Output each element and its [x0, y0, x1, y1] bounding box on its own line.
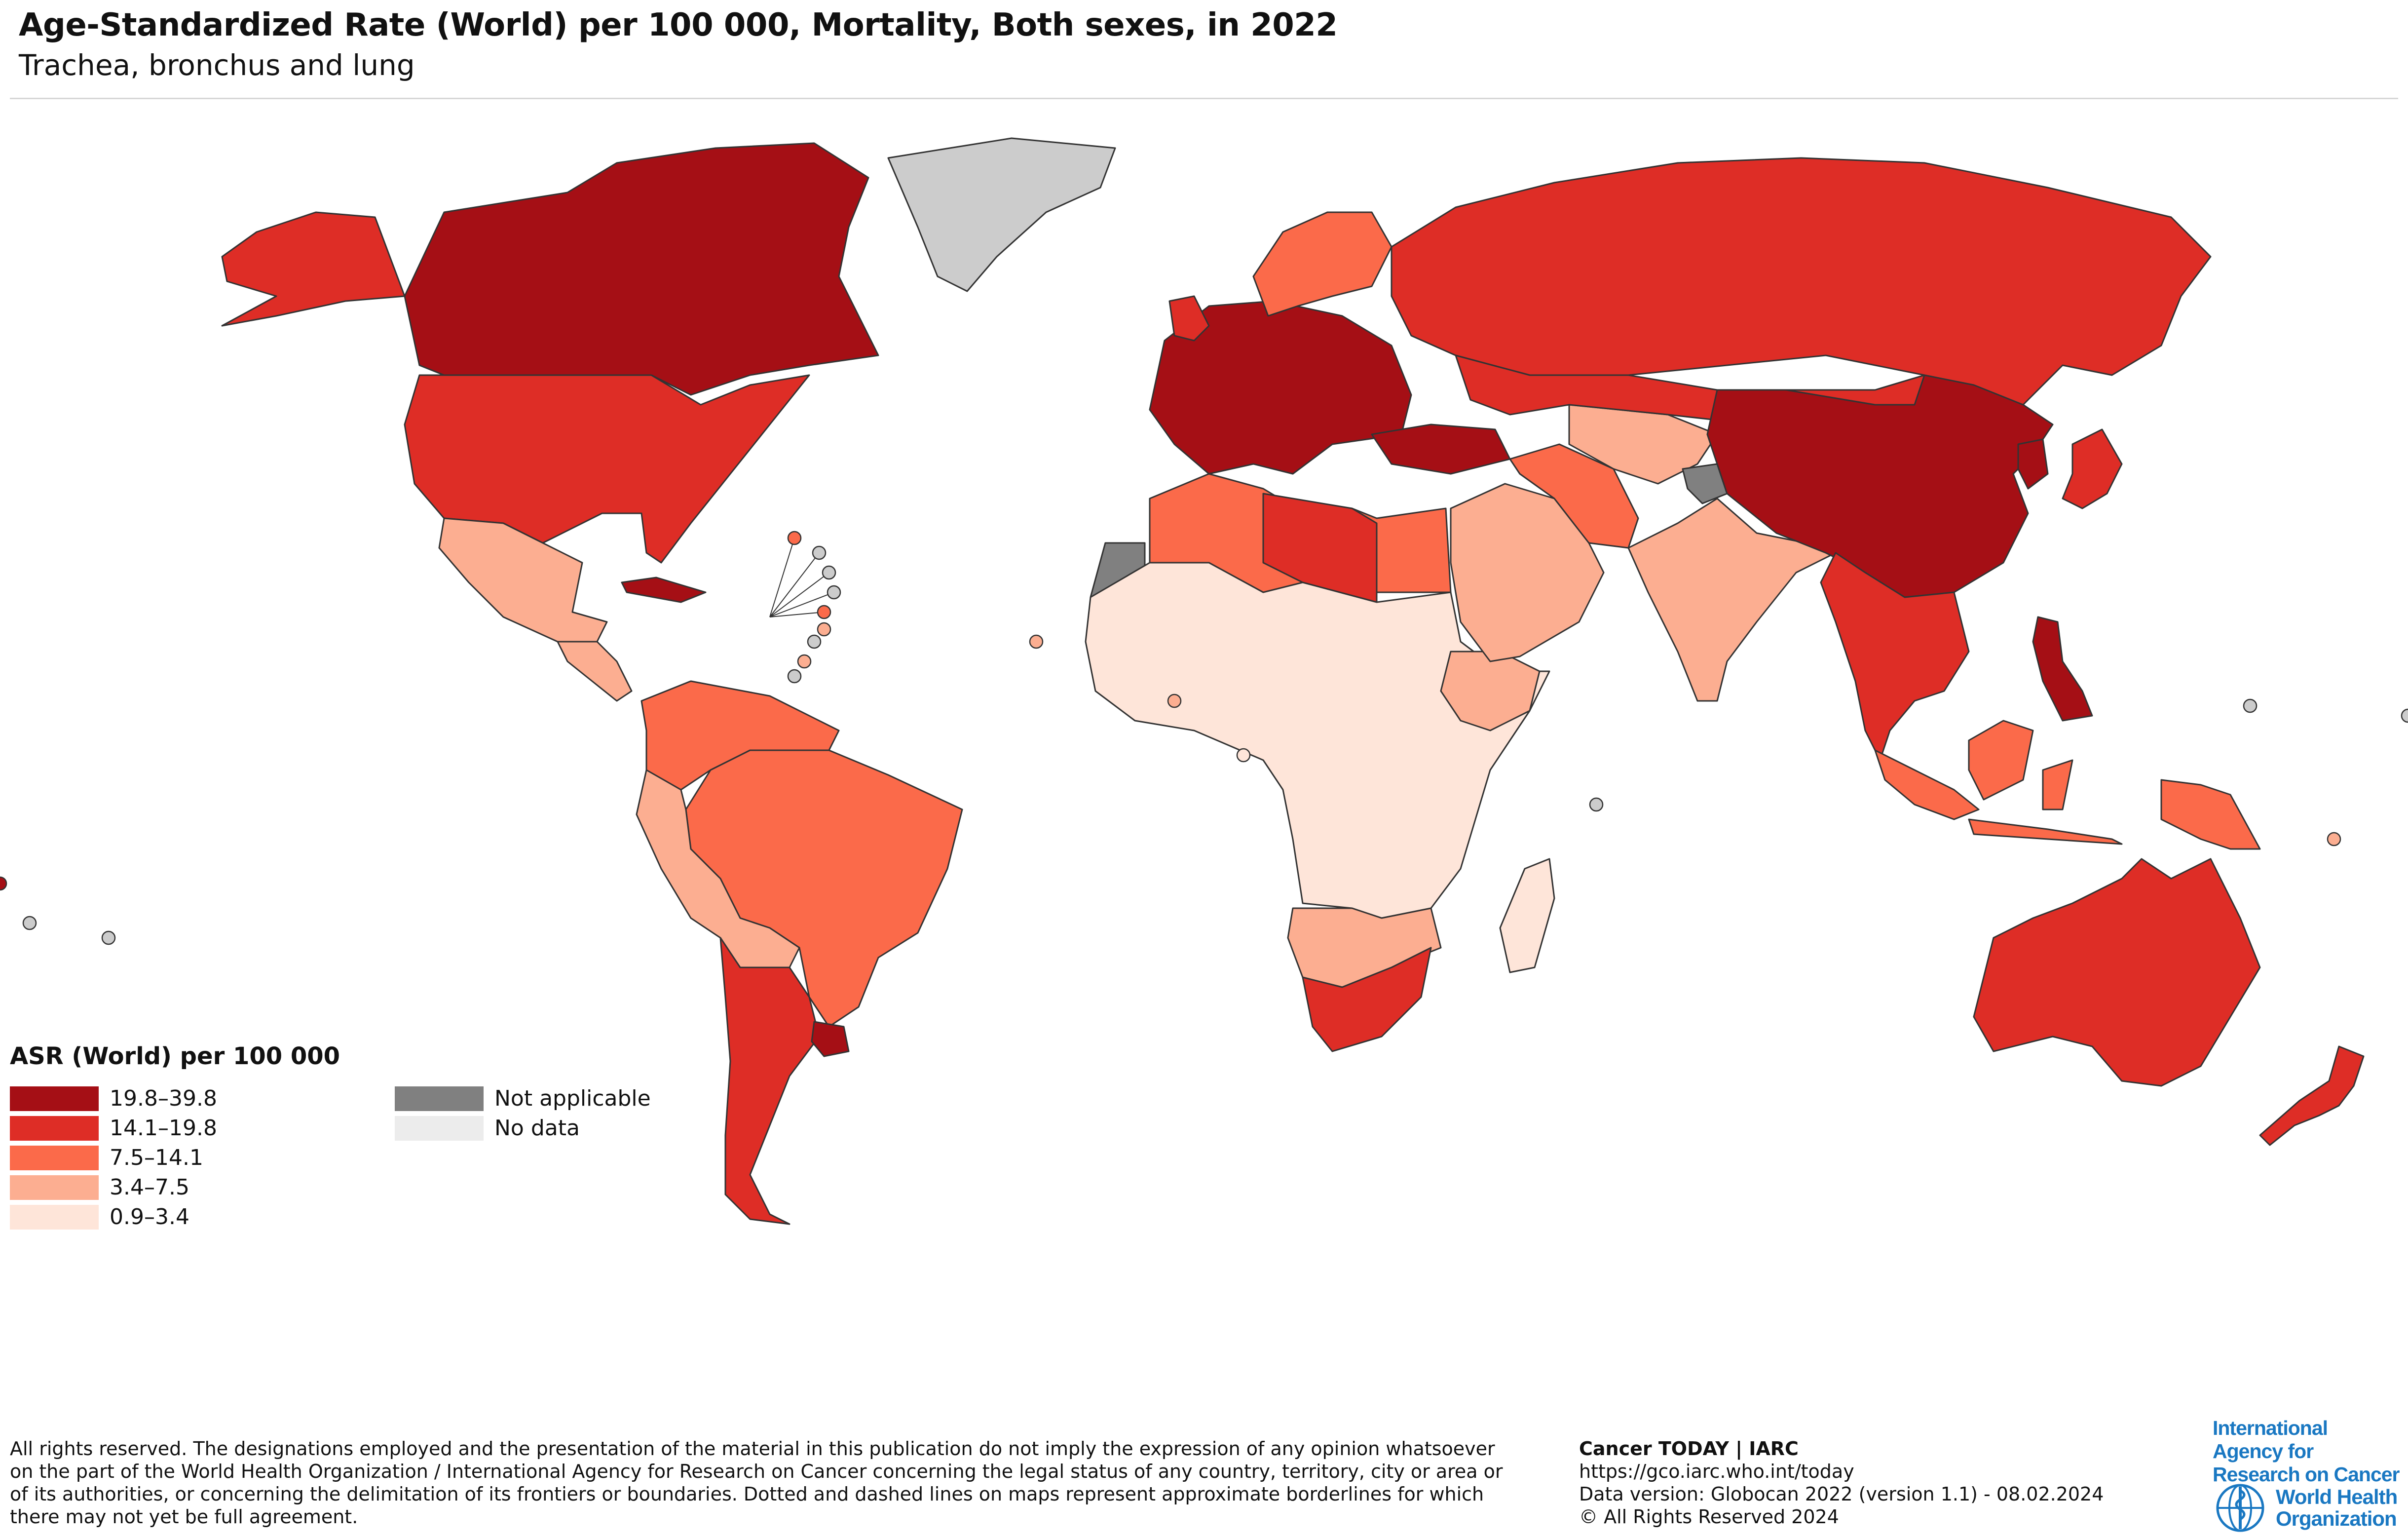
legend-item: 14.1–19.8 [10, 1116, 217, 1141]
map-region-turkey[interactable] [1371, 424, 1511, 475]
who-logo-line2: Organization [2276, 1507, 2397, 1530]
island-marker[interactable] [0, 876, 7, 891]
callout-line [769, 612, 825, 617]
island-marker[interactable] [2327, 832, 2341, 847]
island-marker[interactable] [787, 531, 802, 545]
legend-item: Not applicable [395, 1086, 651, 1111]
legend-item: 19.8–39.8 [10, 1086, 217, 1111]
callout-line [769, 572, 829, 617]
map-region-indonesia[interactable] [1874, 720, 2123, 845]
legend-label: 3.4–7.5 [110, 1175, 189, 1200]
map-region-kazakhstan[interactable] [1455, 354, 1718, 421]
map-region-canada[interactable] [404, 142, 879, 396]
legend-label: 19.8–39.8 [110, 1086, 217, 1111]
island-marker[interactable] [2243, 698, 2258, 713]
island-marker[interactable] [1589, 797, 1604, 812]
map-region-united-kingdom-ireland[interactable] [1168, 295, 1210, 342]
map-region-mongolia[interactable] [1785, 374, 1925, 406]
world-map [0, 137, 2408, 1225]
map-region-russia[interactable] [1391, 157, 2212, 406]
legend-label: No data [494, 1116, 580, 1141]
island-marker[interactable] [1029, 634, 1044, 649]
legend-swatch [395, 1116, 484, 1141]
map-region-papua-new-guinea[interactable] [2160, 779, 2261, 850]
legend-label: 0.9–3.4 [110, 1204, 189, 1230]
map-region-norway-sweden-finland[interactable] [1252, 211, 1392, 317]
iarc-logo-text: International Agency for Research on Can… [2213, 1417, 2400, 1486]
island-marker[interactable] [822, 565, 836, 580]
map-region-japan[interactable] [2062, 428, 2123, 509]
map-region-southeast-asia[interactable] [1820, 552, 1970, 761]
legend-item: 3.4–7.5 [10, 1175, 189, 1200]
island-marker[interactable] [807, 634, 822, 649]
map-region-sub-saharan-africa[interactable] [1085, 562, 1550, 919]
legend-swatch [10, 1086, 99, 1111]
island-marker[interactable] [797, 654, 812, 669]
map-subtitle: Trachea, bronchus and lung [19, 48, 415, 82]
map-region-alaska-united-states[interactable] [221, 211, 406, 327]
disclaimer-text: All rights reserved. The designations em… [10, 1438, 1503, 1528]
callout-line [769, 592, 834, 617]
island-marker[interactable] [817, 605, 831, 619]
map-region-kashmir[interactable] [1682, 463, 1728, 504]
island-marker[interactable] [812, 545, 827, 560]
who-logo: World Health Organization [2211, 1481, 2398, 1535]
legend-item: No data [395, 1116, 580, 1141]
island-marker[interactable] [1236, 748, 1251, 763]
map-region-india[interactable] [1627, 498, 1837, 702]
map-region-central-asia[interactable] [1568, 404, 1718, 485]
map-region-united-states[interactable] [404, 374, 810, 564]
map-region-uruguay[interactable] [811, 1021, 850, 1057]
legend-swatch [10, 1116, 99, 1141]
source-name: Cancer TODAY | IARC [1579, 1438, 1799, 1460]
callout-line [769, 538, 795, 617]
legend-label: 14.1–19.8 [110, 1116, 217, 1141]
map-region-philippines[interactable] [2032, 616, 2093, 722]
data-version: Data version: Globocan 2022 (version 1.1… [1579, 1483, 2104, 1505]
island-marker[interactable] [2401, 708, 2408, 723]
map-region-cuba[interactable] [621, 577, 707, 603]
map-region-madagascar[interactable] [1499, 858, 1555, 973]
map-region-peru-ecuador-bolivia-paraguay[interactable] [636, 769, 800, 968]
map-region-china[interactable] [1706, 374, 2054, 598]
island-marker[interactable] [1167, 693, 1182, 708]
source-url[interactable]: https://gco.iarc.who.int/today [1579, 1461, 1854, 1482]
island-marker[interactable] [22, 916, 37, 930]
island-marker[interactable] [787, 669, 802, 684]
legend-label: Not applicable [494, 1086, 651, 1111]
legend-swatch [395, 1086, 484, 1111]
legend-swatch [10, 1175, 99, 1200]
map-region-new-zealand[interactable] [2259, 1045, 2365, 1146]
legend-title: ASR (World) per 100 000 [10, 1042, 340, 1070]
map-region-south-africa[interactable] [1302, 947, 1432, 1052]
map-region-argentina-chile[interactable] [719, 937, 820, 1225]
map-title: Age-Standardized Rate (World) per 100 00… [19, 7, 1338, 43]
map-region-central-america[interactable] [557, 641, 633, 702]
legend-item: 7.5–14.1 [10, 1145, 203, 1170]
island-marker[interactable] [817, 622, 831, 637]
iarc-logo: International Agency for Research on Can… [2213, 1417, 2400, 1486]
who-logo-line1: World Health [2276, 1485, 2398, 1508]
callout-line [769, 552, 820, 617]
legend-swatch [10, 1145, 99, 1170]
copyright: © All Rights Reserved 2024 [1579, 1506, 1839, 1528]
legend-swatch [10, 1204, 99, 1230]
map-region-mexico[interactable] [438, 517, 608, 643]
header-divider [10, 98, 2398, 99]
credits: Cancer TODAY | IARC https://gco.iarc.who… [1579, 1437, 2104, 1528]
map-region-middle-east-arabia[interactable] [1450, 483, 1605, 662]
who-emblem-icon [2216, 1484, 2264, 1532]
island-marker[interactable] [827, 585, 841, 600]
island-marker[interactable] [101, 930, 116, 945]
map-region-greenland[interactable] [887, 137, 1116, 292]
legend-item: 0.9–3.4 [10, 1204, 189, 1230]
map-region-korea[interactable] [2017, 438, 2049, 490]
map-region-australia[interactable] [1973, 858, 2261, 1087]
legend-label: 7.5–14.1 [110, 1145, 203, 1170]
